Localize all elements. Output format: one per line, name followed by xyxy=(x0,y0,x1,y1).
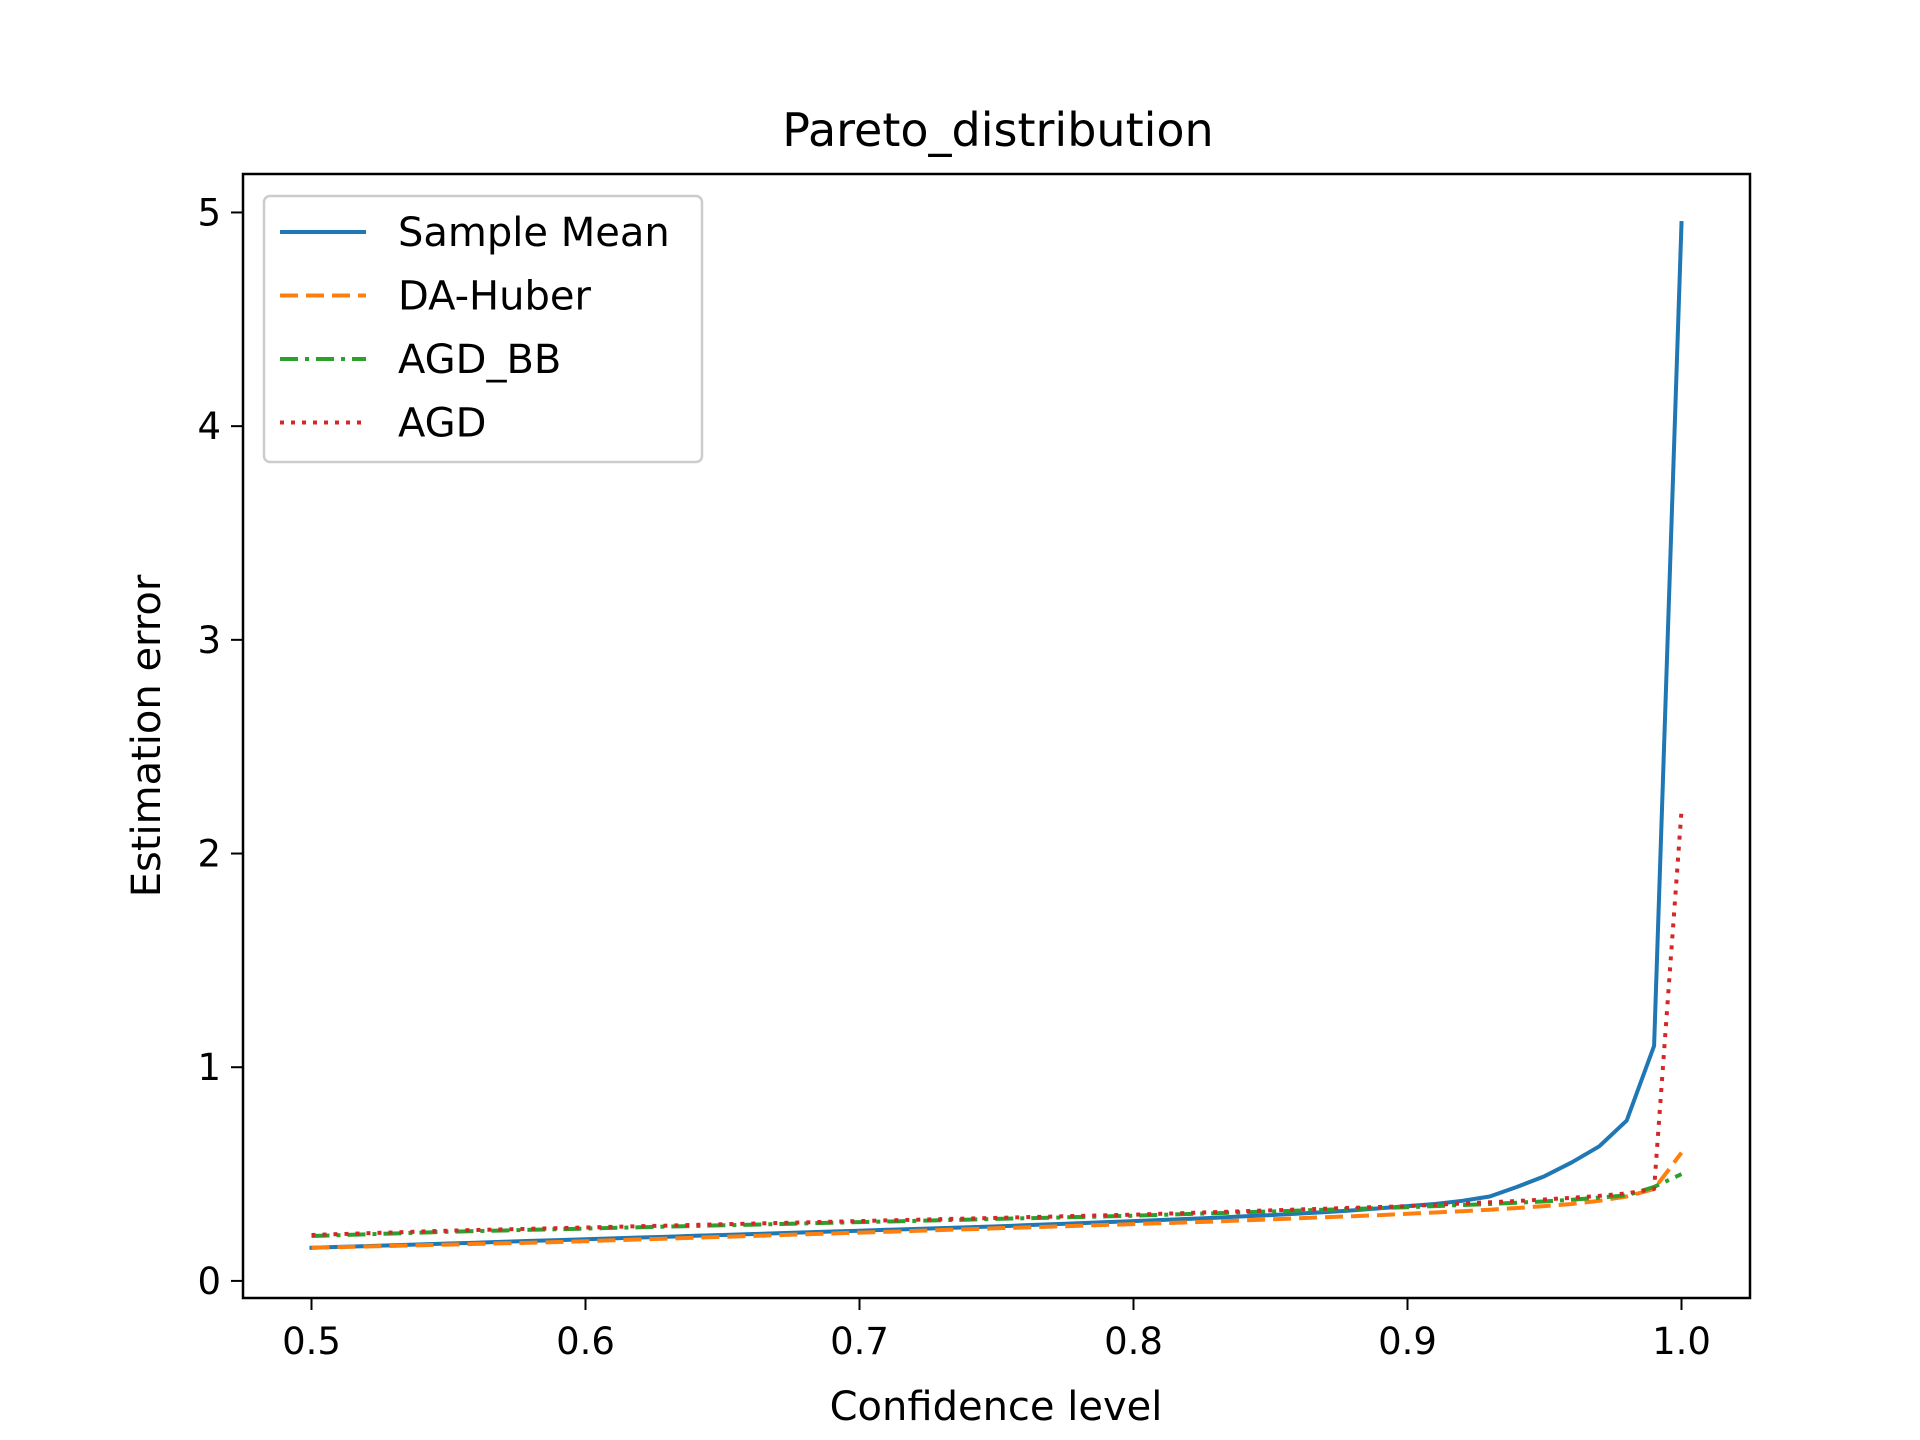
series-layer xyxy=(309,221,1684,1250)
legend-label: Sample Mean xyxy=(398,210,670,256)
chart-title: Pareto_distribution xyxy=(782,103,1213,157)
y-axis: 0 1 2 3 4 5 xyxy=(197,191,243,1303)
x-tick-label: 0.5 xyxy=(282,1320,341,1363)
x-tick-label: 1.0 xyxy=(1652,1320,1711,1363)
y-tick-label: 0 xyxy=(197,1260,221,1303)
y-axis-label: Estimation error xyxy=(124,574,170,897)
x-tick-label: 0.6 xyxy=(556,1320,615,1363)
x-axis-label: Confidence level xyxy=(830,1384,1163,1430)
y-tick-label: 5 xyxy=(197,191,221,234)
x-axis: 0.5 0.6 0.7 0.8 0.9 1.0 xyxy=(282,1298,1711,1363)
legend-box xyxy=(262,194,704,464)
series-line-da-huber xyxy=(311,1151,1684,1250)
plot-frame xyxy=(241,172,1752,1300)
y-tick-label: 2 xyxy=(197,833,221,876)
legend-label: AGD xyxy=(398,401,486,447)
x-tick-label: 0.8 xyxy=(1104,1320,1163,1363)
legend-label: AGD_BB xyxy=(398,337,561,383)
series-line-agd xyxy=(311,810,1684,1237)
legend-label: DA-Huber xyxy=(398,274,591,320)
y-tick-label: 1 xyxy=(197,1046,221,1089)
y-tick-label: 3 xyxy=(197,619,221,662)
x-tick-label: 0.9 xyxy=(1378,1320,1437,1363)
x-tick-label: 0.7 xyxy=(830,1320,889,1363)
legend: Sample Mean DA-Huber AGD_BB AGD xyxy=(262,194,704,464)
y-tick-label: 4 xyxy=(197,405,221,448)
